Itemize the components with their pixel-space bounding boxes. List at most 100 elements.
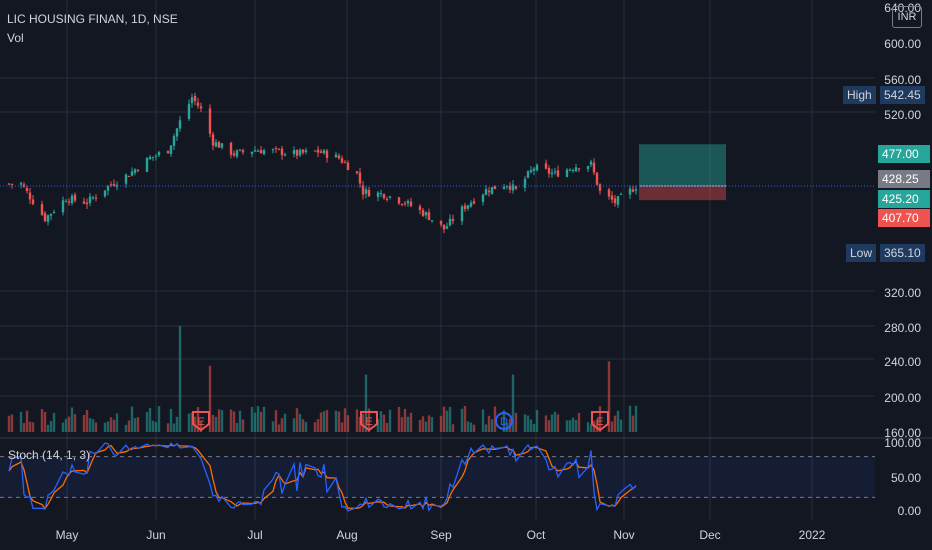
candle-body [487,190,491,193]
time-axis-tick: Aug [336,528,357,542]
volume-bar [52,412,56,432]
candle-body [481,194,485,203]
volume-bar [574,419,578,432]
candle-body [460,206,464,222]
stoch-band-fill [0,456,875,498]
volume-bar [418,419,422,432]
candle-body [19,183,23,185]
candle-body [262,150,266,155]
volume-bar [283,413,287,432]
volume-bar [40,409,44,432]
currency-button[interactable]: INR [892,6,922,28]
candle-body [175,128,179,137]
candle-body [193,95,197,102]
volume-bar [229,409,233,432]
candle-body [169,145,173,154]
candle-body [271,149,275,151]
dividend-marker [495,412,513,430]
candle-body [292,150,296,154]
event-letter: D [500,416,508,428]
candle-body [544,163,548,169]
volume-bar [235,423,239,432]
candle-body [469,202,473,207]
volume-bar [406,416,410,432]
volume-bar [397,406,401,432]
volume-bar [613,415,617,432]
volume-bar [61,422,65,432]
candle-body [442,224,446,230]
volume-bar [568,420,572,432]
candle-body [67,201,71,203]
candle-body [382,193,386,199]
volume-bar [166,423,170,432]
volume-bar [544,415,548,432]
stop-price-badge: 407.70 [878,209,930,227]
stoch-axis-tick: 50.00 [891,471,921,485]
volume-bar [463,405,467,432]
stoch-label: Stoch (14, 1, 3) [8,448,91,462]
volume-bar [400,417,404,432]
volume-bar [535,410,539,432]
volume-bar [22,423,26,432]
volume-bar [175,416,179,432]
candle-body [439,220,443,225]
volume-bar [547,420,551,432]
profit-zone [639,144,726,187]
candle-body [295,149,299,156]
candle-body [112,183,116,186]
volume-bar [361,413,365,432]
time-axis-tick: Jun [146,528,165,542]
candle-body [298,149,302,156]
volume-bar [607,361,611,432]
volume-bar [274,410,278,432]
candle-body [445,226,449,229]
volume-bar [187,413,191,432]
volume-bar [628,405,632,432]
volume-bar [301,419,305,432]
volume-bar [448,406,452,432]
candle-body [304,150,308,152]
candle-body [253,150,257,152]
volume-bar [514,412,518,432]
volume-bar [259,411,263,432]
candle-body [466,205,470,209]
candle-body [631,189,635,192]
volume-bar [298,413,302,432]
volume-bar [7,415,11,432]
candle-body [427,212,431,221]
candle-body [388,196,392,198]
volume-bar [589,424,593,432]
candle-body [511,184,515,191]
candle-body [151,156,155,158]
volume-bar [634,405,638,432]
stoch-axis-tick: 0.00 [898,504,922,518]
candle-body [280,148,284,156]
volume-bar [472,424,476,432]
volume-bar [70,407,74,432]
candle-body [472,201,476,204]
candle-body [166,150,170,154]
candle-body [220,143,224,148]
candle-body [319,151,323,153]
volume-bar [376,419,380,432]
price-axis-tick: 320.00 [884,286,921,300]
candle-body [379,193,383,195]
candle-body [523,178,527,188]
candle-body [10,183,14,185]
volume-bar [481,409,485,432]
volume-bar [148,407,152,432]
candle-body [430,220,434,222]
candle-body [484,189,488,195]
candle-body [214,142,218,147]
earnings-marker [591,411,609,432]
last-price-badge: 428.25 [878,170,930,188]
candle-body [334,154,338,158]
candle-body [532,168,536,171]
candle-body [598,184,602,191]
volume-bar [451,424,455,432]
candle-body [616,196,620,205]
volume-bar [217,409,221,432]
candle-body [208,108,212,134]
candle-body [397,197,401,204]
